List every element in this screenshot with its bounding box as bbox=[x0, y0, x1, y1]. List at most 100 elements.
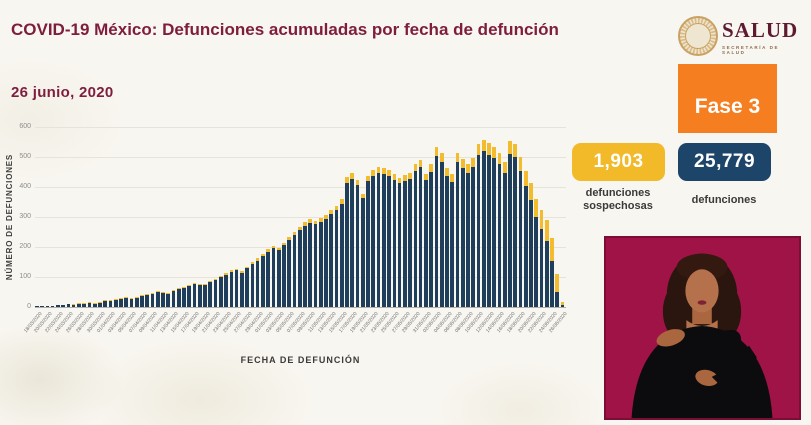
bar-suspect bbox=[287, 237, 292, 241]
bar-confirmed bbox=[40, 306, 44, 307]
bar-suspect bbox=[445, 168, 449, 176]
suspect-deaths-label: defunciones sospechosas bbox=[583, 187, 653, 213]
bar-confirmed bbox=[539, 229, 544, 307]
bar-suspect bbox=[129, 297, 134, 299]
bar-confirmed bbox=[403, 181, 407, 307]
bar-confirmed bbox=[108, 299, 113, 307]
bar-confirmed bbox=[103, 300, 108, 307]
bar-suspect bbox=[245, 266, 249, 269]
bar-confirmed bbox=[492, 158, 497, 307]
bar-confirmed bbox=[98, 301, 102, 307]
bar-suspect bbox=[360, 193, 365, 199]
bar-confirmed bbox=[219, 277, 223, 307]
bar-confirmed bbox=[261, 256, 265, 307]
bar-suspect bbox=[339, 199, 344, 204]
bar-confirmed bbox=[287, 240, 292, 307]
bar-confirmed bbox=[166, 293, 171, 307]
bar-suspect bbox=[397, 178, 402, 184]
bar-confirmed bbox=[544, 241, 549, 307]
bar-suspect bbox=[161, 292, 165, 293]
bar-suspect bbox=[134, 296, 139, 298]
bar-confirmed bbox=[339, 203, 344, 307]
bar-suspect bbox=[413, 164, 418, 171]
bar-suspect bbox=[455, 153, 460, 163]
bar-confirmed bbox=[134, 297, 139, 307]
bar-confirmed bbox=[318, 221, 323, 307]
bar-suspect bbox=[255, 258, 260, 261]
bar-suspect bbox=[529, 183, 533, 200]
y-tick-label: 300 bbox=[19, 213, 31, 220]
deaths-bar-chart: NÚMERO DE DEFUNCIONES 18/03/2020 20/03/20… bbox=[5, 123, 569, 365]
bar-confirmed bbox=[71, 304, 76, 307]
bar-suspect bbox=[324, 215, 328, 220]
salud-logo: SALUD SECRETARÍA DE SALUD bbox=[660, 12, 805, 60]
bar-suspect bbox=[187, 284, 192, 286]
bar-confirmed bbox=[155, 292, 160, 307]
bar-suspect bbox=[261, 253, 265, 256]
y-tick-label: 100 bbox=[19, 273, 31, 280]
bar-confirmed bbox=[529, 199, 533, 307]
bar-confirmed bbox=[124, 297, 129, 307]
x-axis-title: FECHA DE DEFUNCIÓN bbox=[240, 355, 361, 365]
bar-confirmed bbox=[282, 245, 286, 307]
y-tick-label: 600 bbox=[19, 123, 31, 130]
bar-suspect bbox=[439, 153, 444, 162]
bar-suspect bbox=[203, 284, 207, 286]
bar-suspect bbox=[429, 164, 433, 172]
y-tick-label: 200 bbox=[19, 243, 31, 250]
bar-confirmed bbox=[555, 292, 560, 307]
bar-confirmed bbox=[345, 182, 349, 307]
bar-suspect bbox=[523, 170, 528, 187]
bar-confirmed bbox=[560, 305, 565, 307]
bar-confirmed bbox=[308, 223, 313, 307]
bar-confirmed bbox=[392, 179, 397, 307]
sign-language-interpreter-panel bbox=[604, 236, 801, 420]
bar-confirmed bbox=[187, 286, 192, 307]
government-seal-icon bbox=[678, 16, 718, 56]
y-gridline bbox=[35, 186, 566, 188]
bar-confirmed bbox=[324, 219, 328, 307]
bar-confirmed bbox=[502, 172, 507, 307]
bar-suspect bbox=[476, 144, 481, 155]
bar-confirmed bbox=[455, 162, 460, 307]
bar-confirmed bbox=[329, 214, 334, 307]
bar-confirmed bbox=[371, 175, 376, 307]
bar-confirmed bbox=[271, 248, 276, 307]
bar-suspect bbox=[166, 292, 171, 294]
bar-suspect bbox=[460, 159, 465, 168]
bar-suspect bbox=[544, 220, 549, 241]
bar-suspect bbox=[192, 283, 197, 285]
bar-confirmed bbox=[550, 260, 554, 307]
bar-confirmed bbox=[413, 170, 418, 307]
bar-confirmed bbox=[297, 229, 302, 307]
bar-suspect bbox=[513, 143, 518, 157]
bar-suspect bbox=[171, 290, 176, 292]
bar-suspect bbox=[329, 210, 334, 215]
bar-confirmed bbox=[303, 225, 307, 307]
bar-confirmed bbox=[434, 155, 439, 307]
bar-suspect bbox=[539, 209, 544, 229]
bar-suspect bbox=[250, 262, 255, 265]
bar-confirmed bbox=[408, 179, 412, 307]
bar-confirmed bbox=[424, 180, 428, 307]
bar-confirmed bbox=[208, 282, 213, 307]
bar-suspect bbox=[518, 157, 523, 172]
bar-confirmed bbox=[387, 176, 391, 307]
bar-suspect bbox=[224, 273, 228, 275]
confirmed-deaths-value: 25,779 bbox=[678, 143, 771, 181]
bar-suspect bbox=[355, 180, 360, 186]
bar-confirmed bbox=[508, 154, 512, 307]
bar-suspect bbox=[492, 147, 497, 159]
bar-suspect bbox=[318, 218, 323, 222]
logo-subtitle: SECRETARÍA DE SALUD bbox=[722, 45, 780, 55]
bar-confirmed bbox=[250, 264, 255, 307]
bar-confirmed bbox=[334, 209, 339, 307]
bar-suspect bbox=[471, 157, 476, 168]
report-date: 26 junio, 2020 bbox=[11, 84, 114, 101]
bar-suspect bbox=[234, 268, 239, 271]
page-title: COVID-19 México: Defunciones acumuladas … bbox=[11, 20, 559, 39]
bar-confirmed bbox=[350, 178, 355, 307]
bar-confirmed bbox=[87, 302, 92, 307]
bar-confirmed bbox=[56, 305, 60, 307]
